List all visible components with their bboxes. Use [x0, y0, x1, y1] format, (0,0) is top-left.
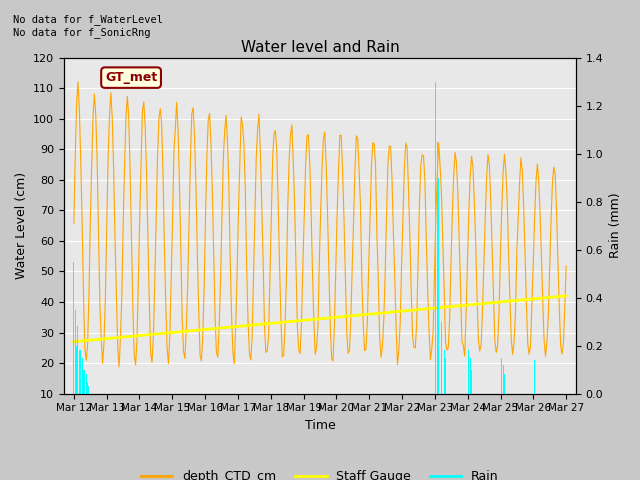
Bar: [468, 350, 469, 394]
Title: Water level and Rain: Water level and Rain: [241, 40, 399, 55]
Bar: [80, 350, 81, 394]
Bar: [436, 142, 438, 394]
Bar: [501, 358, 502, 394]
Bar: [441, 322, 442, 394]
Bar: [84, 370, 85, 394]
Bar: [444, 350, 445, 394]
Bar: [471, 370, 472, 394]
Text: No data for f_WaterLevel
No data for f_SonicRng: No data for f_WaterLevel No data for f_S…: [13, 14, 163, 38]
Bar: [77, 326, 79, 394]
Bar: [445, 358, 446, 394]
Text: GT_met: GT_met: [105, 71, 157, 84]
Y-axis label: Rain (mm): Rain (mm): [609, 193, 622, 258]
Bar: [502, 365, 504, 394]
Legend: depth_CTD_cm, Staff Gauge, Rain: depth_CTD_cm, Staff Gauge, Rain: [136, 465, 504, 480]
Bar: [438, 178, 439, 394]
Bar: [435, 82, 436, 394]
Bar: [83, 370, 84, 394]
Bar: [534, 360, 535, 394]
Bar: [76, 346, 77, 394]
X-axis label: Time: Time: [305, 419, 335, 432]
Bar: [504, 374, 505, 394]
Y-axis label: Water Level (cm): Water Level (cm): [15, 172, 28, 279]
Bar: [88, 386, 90, 394]
Bar: [79, 350, 80, 394]
Bar: [75, 310, 76, 394]
Bar: [87, 382, 88, 394]
Bar: [81, 358, 83, 394]
